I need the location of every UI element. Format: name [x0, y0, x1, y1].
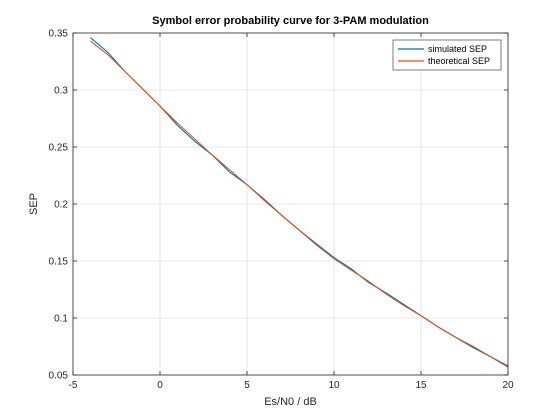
- y-tick-label: 0.15: [49, 257, 69, 268]
- x-axis-label: Es/N0 / dB: [264, 396, 317, 408]
- y-tick-label: 0.3: [54, 86, 68, 97]
- series-line-theoretical-sep: [90, 40, 509, 367]
- x-tick-label: 15: [415, 380, 427, 391]
- legend-label-theoretical-sep: theoretical SEP: [428, 56, 490, 66]
- chart-title: Symbol error probability curve for 3-PAM…: [152, 15, 429, 27]
- x-tick-label: 20: [502, 380, 514, 391]
- legend-box: [392, 39, 502, 71]
- x-tick-label: 5: [244, 380, 250, 391]
- axis-ticks: -5 0 5 10 15 20 0.05 0.1 0.15 0.2 0.25 0.3 0.35: [49, 29, 514, 392]
- y-tick-label: 0.1: [54, 314, 68, 325]
- series-lines: [90, 37, 509, 368]
- y-tick-label: 0.35: [49, 29, 69, 40]
- y-tick-label: 0.05: [49, 371, 69, 382]
- legend: simulated SEP theoretical SEP: [392, 39, 502, 71]
- x-tick-label: -5: [69, 380, 78, 391]
- x-tick-label: 0: [157, 380, 163, 391]
- y-tick-label: 0.25: [49, 143, 69, 154]
- y-tick-label: 0.2: [54, 200, 68, 211]
- y-axis-label: SEP: [28, 193, 40, 215]
- legend-label-simulated-sep: simulated SEP: [428, 44, 487, 54]
- x-tick-label: 10: [328, 380, 340, 391]
